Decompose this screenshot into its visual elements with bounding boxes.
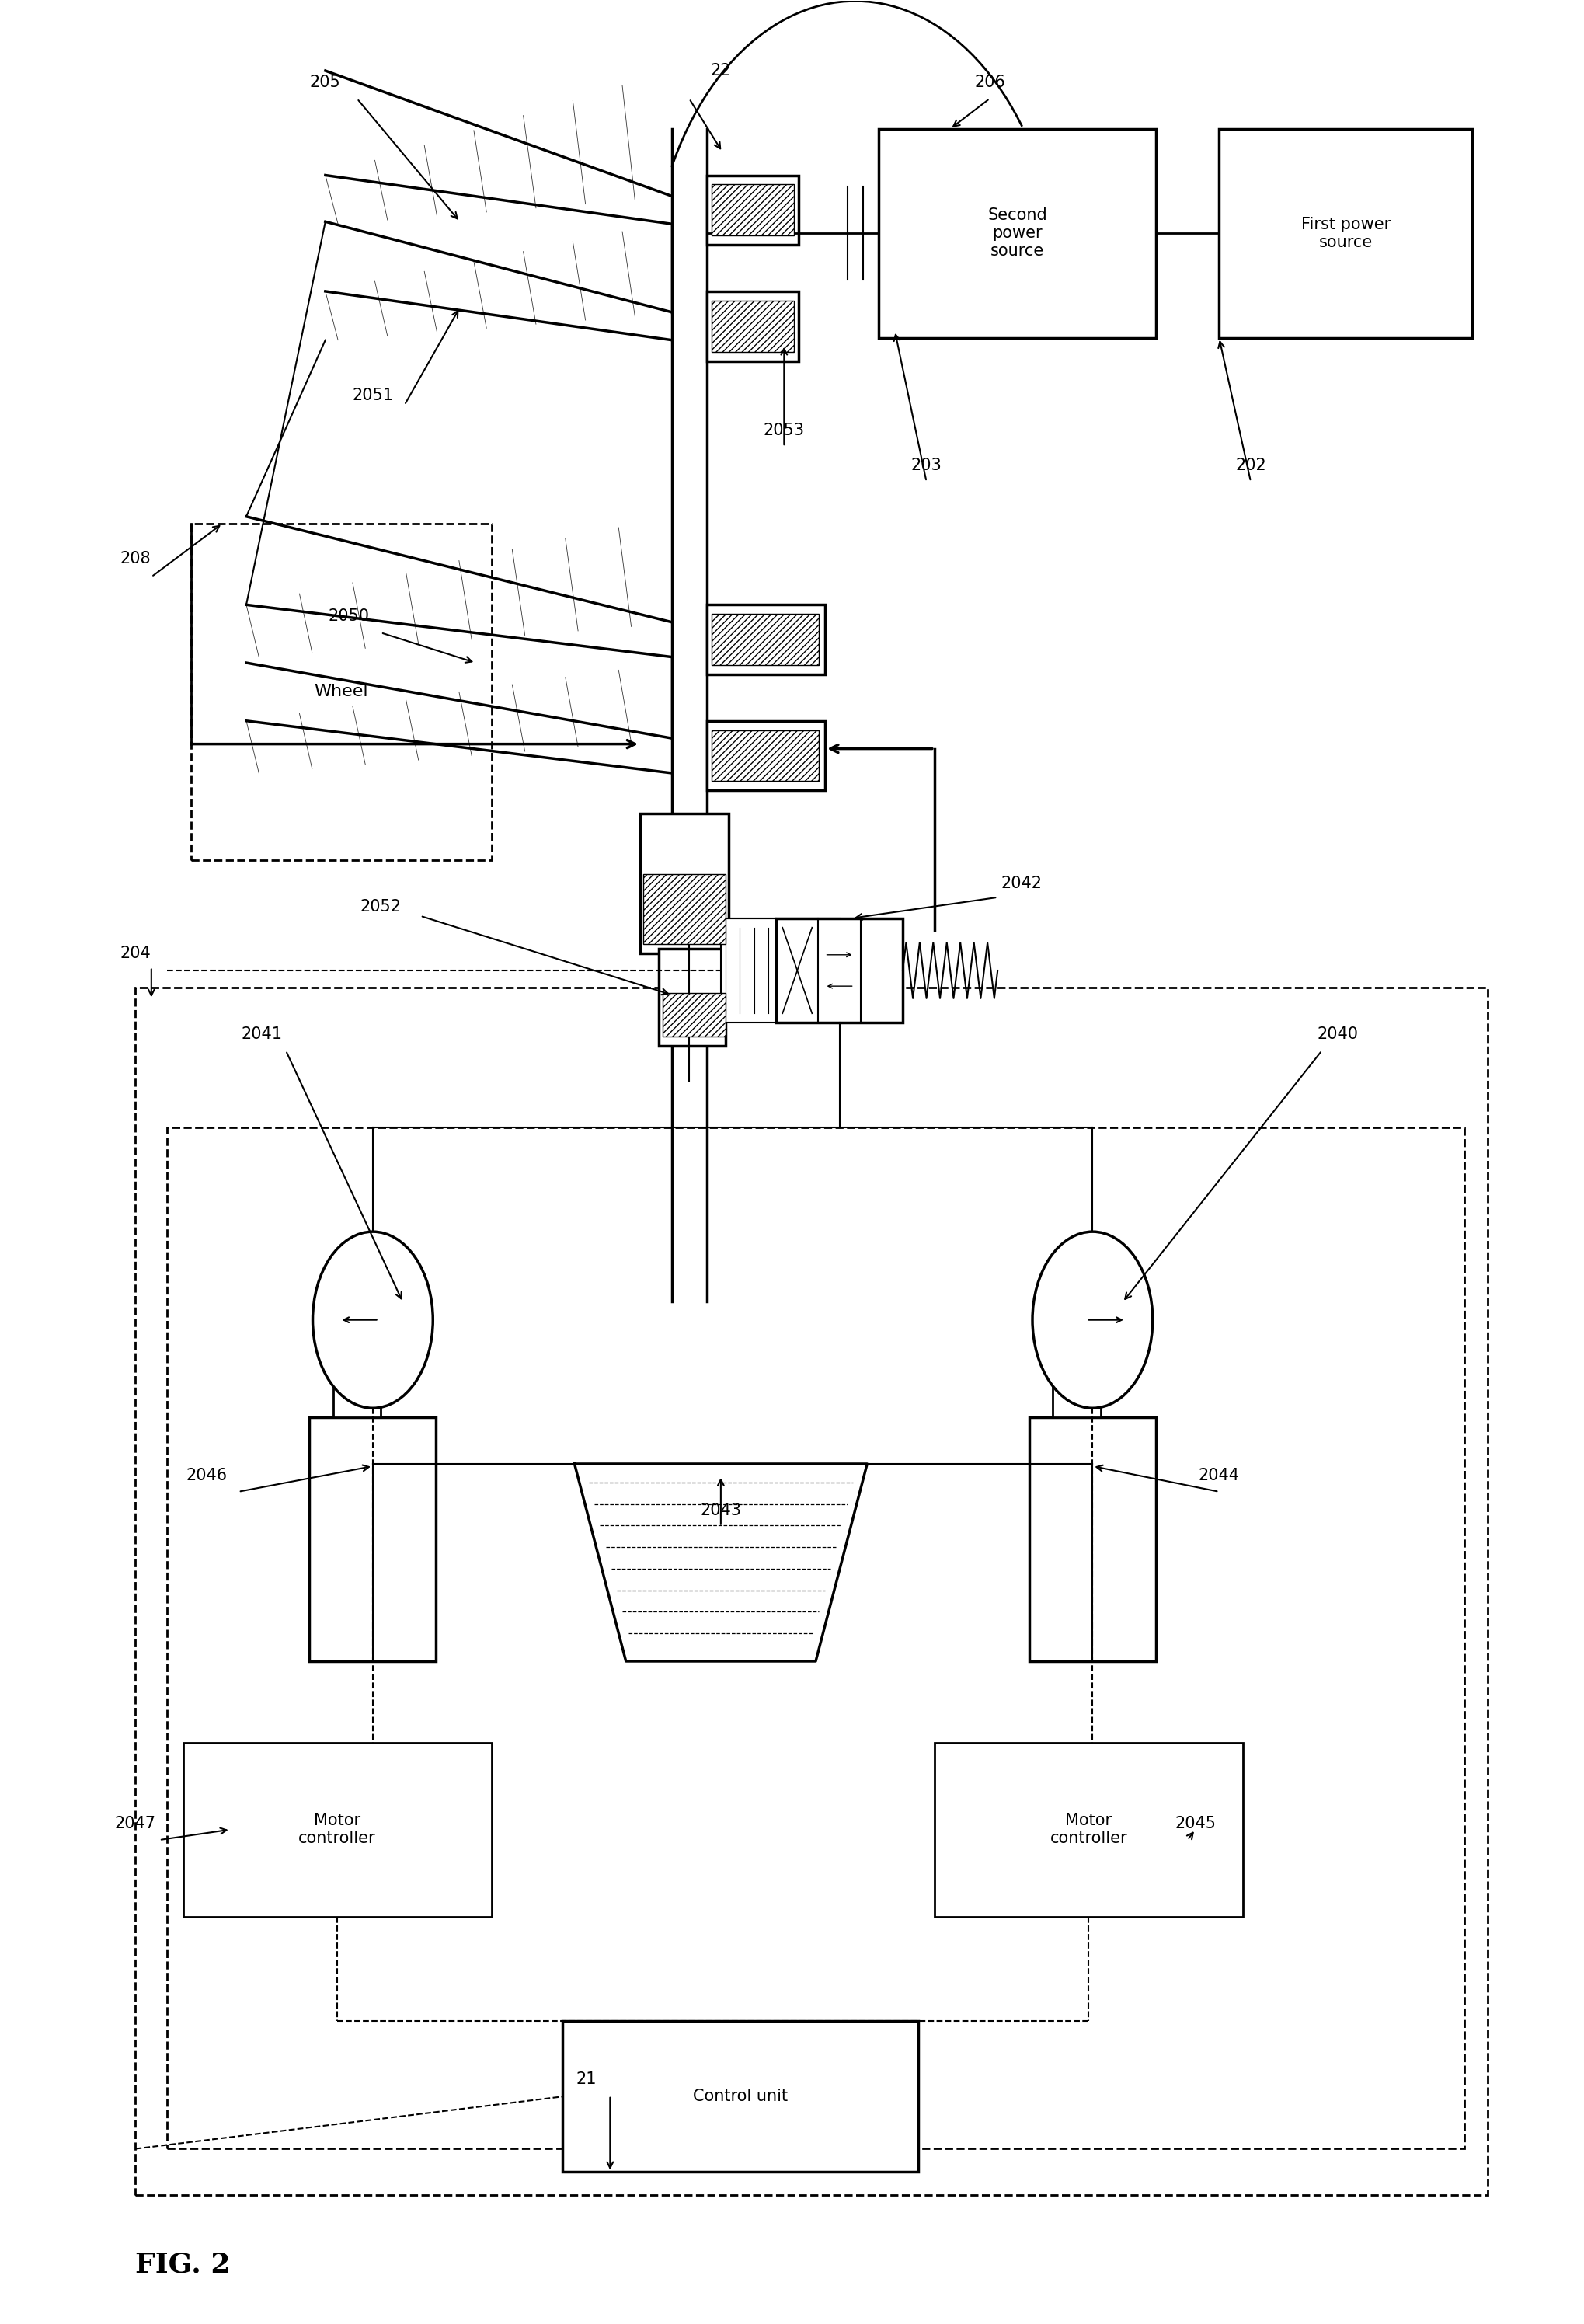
Bar — [184, 1743, 491, 1917]
Text: 2046: 2046 — [185, 1469, 228, 1483]
Text: 2041: 2041 — [241, 1027, 282, 1041]
Text: First power
source: First power source — [1300, 216, 1391, 251]
Bar — [168, 1127, 1464, 2150]
Bar — [711, 614, 819, 665]
Text: 2045: 2045 — [1175, 1815, 1217, 1831]
Bar — [192, 523, 491, 860]
Polygon shape — [325, 70, 672, 223]
Text: 2042: 2042 — [1001, 876, 1042, 890]
Bar — [643, 874, 725, 944]
Bar — [333, 1376, 380, 1418]
Text: 2040: 2040 — [1318, 1027, 1359, 1041]
Bar — [662, 992, 725, 1037]
Polygon shape — [246, 662, 672, 774]
Bar — [706, 720, 825, 790]
Circle shape — [1033, 1232, 1153, 1408]
Bar — [706, 604, 825, 674]
Text: 208: 208 — [120, 551, 150, 567]
Text: 203: 203 — [911, 458, 942, 474]
Text: FIG. 2: FIG. 2 — [135, 2252, 231, 2278]
Text: 205: 205 — [310, 74, 341, 91]
Text: 206: 206 — [974, 74, 1006, 91]
Text: 2050: 2050 — [328, 609, 369, 625]
Bar — [309, 1418, 436, 1662]
Text: 2047: 2047 — [116, 1815, 157, 1831]
Bar — [136, 988, 1487, 2196]
Text: 22: 22 — [711, 63, 732, 79]
Text: Second
power
source: Second power source — [987, 207, 1047, 258]
Text: 202: 202 — [1236, 458, 1266, 474]
Text: 2051: 2051 — [352, 388, 393, 404]
Polygon shape — [325, 221, 672, 339]
Text: 2053: 2053 — [763, 423, 805, 439]
Text: Motor
controller: Motor controller — [1050, 1813, 1128, 1845]
Bar — [659, 948, 725, 1046]
Text: Wheel: Wheel — [314, 683, 367, 700]
Text: 2044: 2044 — [1199, 1469, 1240, 1483]
Bar — [640, 813, 729, 953]
Bar — [706, 290, 798, 360]
Text: 21: 21 — [577, 2071, 597, 2087]
Text: 2043: 2043 — [700, 1504, 741, 1518]
Bar — [706, 174, 798, 244]
Polygon shape — [575, 1464, 866, 1662]
Bar — [562, 2022, 919, 2173]
Text: Control unit: Control unit — [694, 2089, 787, 2103]
Circle shape — [312, 1232, 432, 1408]
Bar — [879, 128, 1156, 337]
Bar — [711, 300, 794, 351]
Bar — [1220, 128, 1472, 337]
Bar — [1053, 1376, 1101, 1418]
Text: 204: 204 — [120, 946, 150, 960]
Bar — [721, 918, 776, 1023]
Bar — [935, 1743, 1243, 1917]
Polygon shape — [246, 516, 672, 658]
Bar — [776, 918, 903, 1023]
Text: 2052: 2052 — [360, 899, 401, 913]
Bar — [711, 184, 794, 235]
Text: Motor
controller: Motor controller — [298, 1813, 375, 1845]
Bar — [1030, 1418, 1156, 1662]
Bar — [711, 730, 819, 781]
